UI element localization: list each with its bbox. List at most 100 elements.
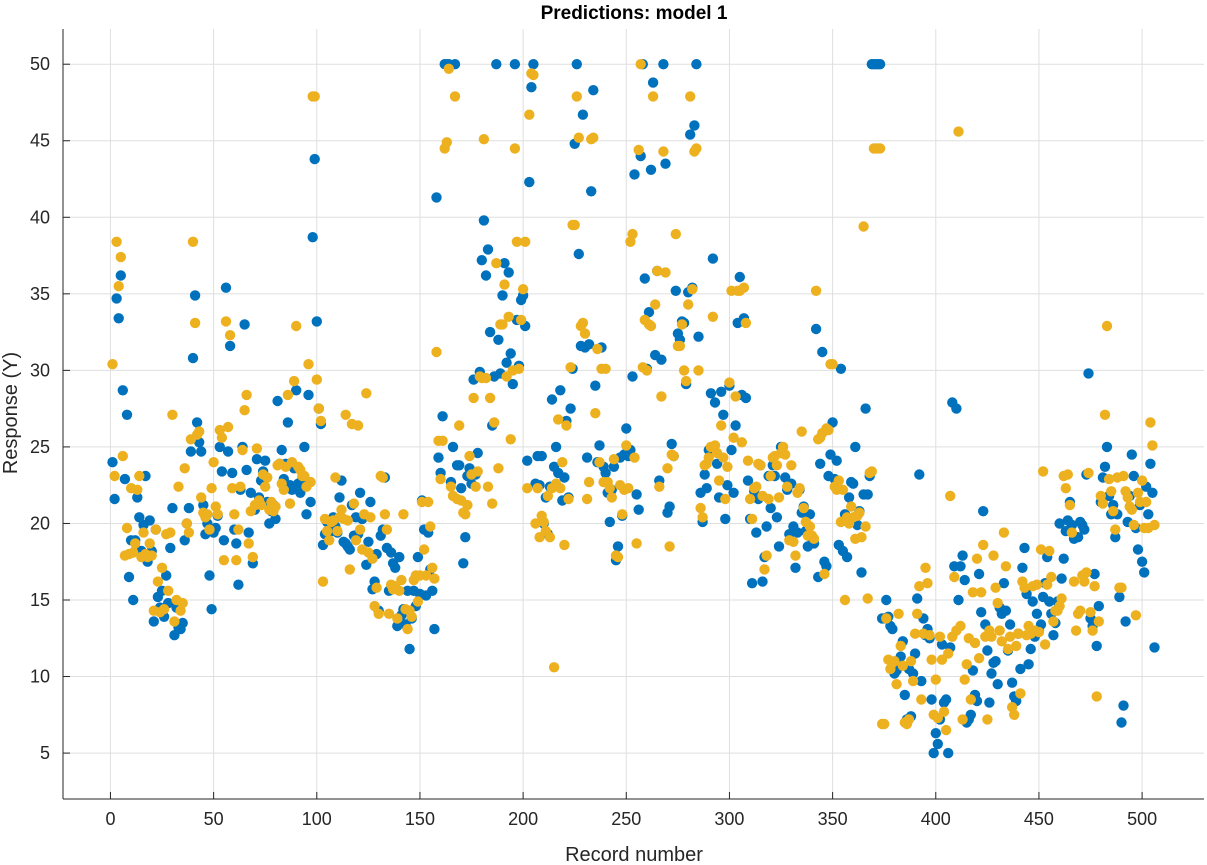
data-point [291, 385, 302, 396]
data-point [691, 143, 702, 154]
data-point [435, 473, 446, 485]
data-point [680, 375, 692, 387]
data-point [480, 270, 492, 281]
data-point [367, 553, 378, 564]
data-point [751, 481, 762, 492]
data-point [165, 542, 176, 554]
data-point [555, 385, 566, 396]
data-point [982, 714, 993, 725]
data-point [208, 457, 219, 468]
data-point [121, 522, 133, 534]
data-point [487, 498, 498, 509]
data-point [241, 389, 252, 401]
data-point [701, 483, 712, 494]
data-point [976, 587, 987, 598]
data-point [204, 524, 215, 535]
data-point [1083, 368, 1094, 379]
data-point [1046, 571, 1057, 583]
data-point [973, 653, 985, 664]
data-point [912, 608, 923, 619]
data-point [189, 290, 201, 301]
data-point [224, 340, 236, 352]
data-point [553, 414, 564, 425]
data-point [996, 636, 1007, 647]
data-point [342, 515, 353, 526]
data-point [121, 409, 133, 420]
data-point [1000, 561, 1012, 572]
data-point [860, 521, 871, 532]
data-point [986, 668, 997, 679]
data-point [633, 144, 644, 156]
data-point [206, 483, 217, 494]
data-point [406, 611, 417, 622]
x-tick-label: 150 [405, 809, 435, 829]
data-point [1079, 524, 1090, 535]
data-point [984, 697, 995, 708]
data-point [916, 675, 927, 687]
data-point [305, 496, 316, 508]
data-point [916, 694, 927, 705]
data-point [520, 236, 531, 247]
data-point [722, 461, 733, 472]
data-point [761, 550, 772, 561]
data-point [945, 490, 956, 502]
data-point [1147, 440, 1158, 451]
data-point [740, 392, 752, 404]
data-point [761, 521, 772, 532]
data-point [571, 58, 582, 70]
data-point [666, 438, 677, 450]
x-tick-label: 250 [611, 809, 641, 829]
data-point [468, 392, 479, 404]
data-point [1019, 542, 1030, 554]
data-point [344, 544, 355, 555]
data-point [247, 551, 258, 563]
data-point [1108, 506, 1119, 517]
data-point [418, 544, 430, 555]
data-point [1000, 605, 1012, 616]
data-point [354, 487, 366, 498]
data-point [1139, 567, 1150, 578]
data-point [965, 694, 976, 705]
data-point [113, 281, 124, 292]
x-tick-label: 500 [1127, 809, 1157, 829]
data-point [109, 470, 120, 482]
data-point [431, 346, 442, 358]
data-point [303, 389, 314, 401]
data-point [123, 571, 135, 583]
data-point [167, 409, 178, 420]
data-point [746, 578, 758, 589]
data-point [1048, 630, 1059, 641]
data-point [1089, 581, 1100, 592]
data-point [909, 628, 921, 639]
data-point [656, 354, 667, 365]
data-point [1097, 498, 1109, 509]
data-point [658, 146, 669, 157]
data-point [1106, 486, 1117, 497]
data-point [291, 320, 302, 332]
data-point [833, 475, 844, 486]
data-point [1066, 519, 1078, 531]
data-point [379, 509, 391, 520]
data-point [631, 538, 642, 549]
data-point [726, 444, 737, 456]
data-point [792, 527, 803, 538]
data-point [1075, 605, 1086, 616]
x-tick-label: 450 [1024, 809, 1054, 829]
data-point [992, 597, 1003, 609]
data-point [621, 440, 632, 451]
data-point [612, 541, 624, 552]
data-point [1143, 509, 1154, 520]
data-point [773, 541, 785, 552]
data-point [503, 311, 514, 322]
data-point [664, 541, 675, 552]
data-point [373, 608, 384, 619]
data-point [959, 574, 970, 586]
data-point [839, 594, 851, 606]
data-point [255, 499, 267, 511]
x-tick-label: 300 [714, 809, 744, 829]
data-point [1009, 709, 1020, 720]
data-point [216, 432, 228, 443]
data-point [573, 248, 584, 260]
y-tick-label: 10 [30, 667, 50, 687]
data-point [456, 483, 467, 494]
